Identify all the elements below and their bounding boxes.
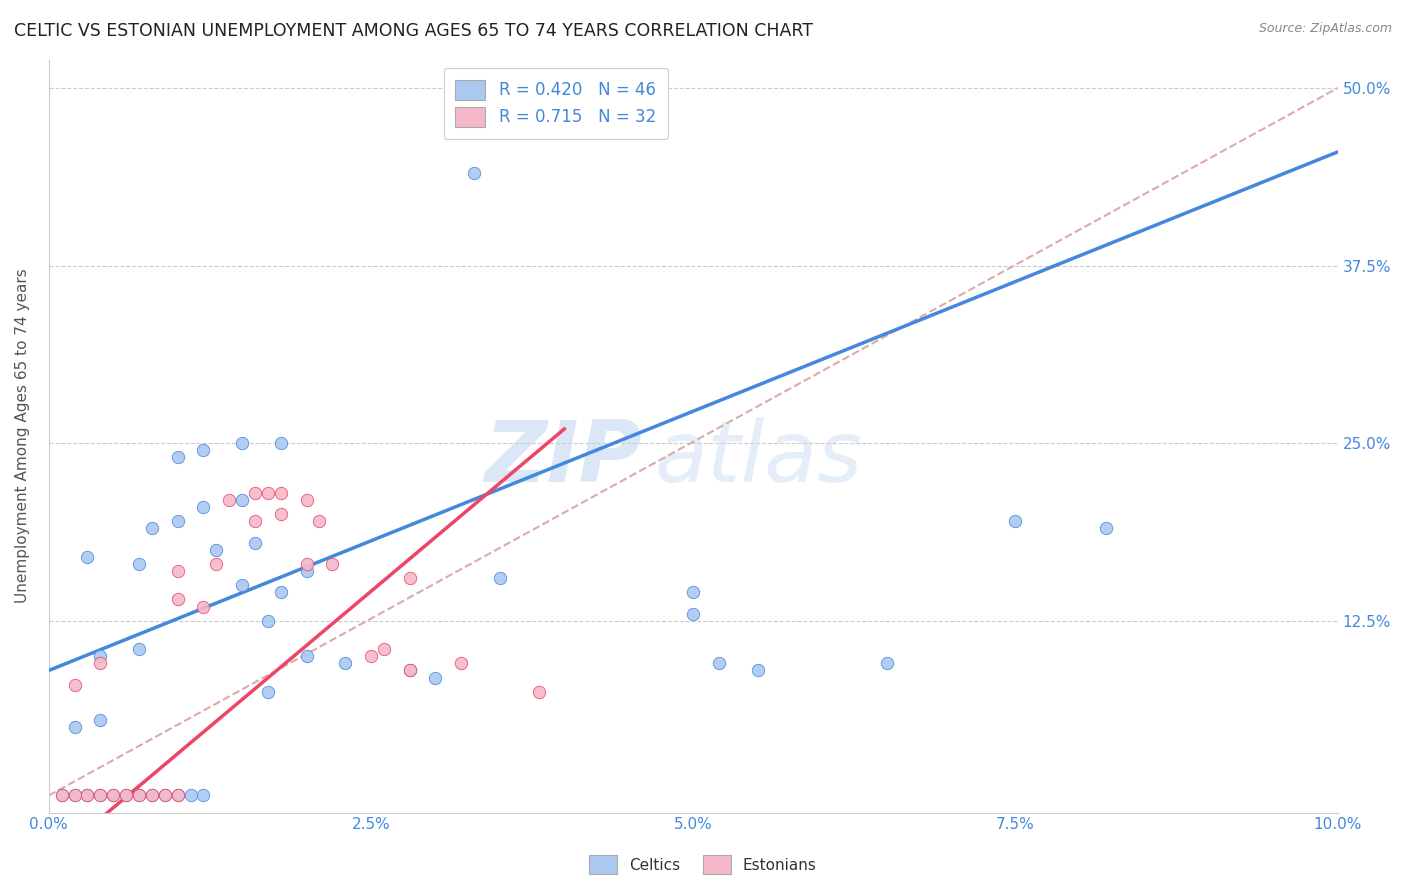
Point: [89, 789, 111, 803]
Point: [295, 493, 318, 508]
Point: [270, 486, 292, 500]
Point: [295, 649, 318, 664]
Point: [128, 557, 150, 571]
Text: Source: ZipAtlas.com: Source: ZipAtlas.com: [1258, 22, 1392, 36]
Point: [193, 599, 215, 614]
Point: [128, 789, 150, 803]
Point: [115, 789, 138, 803]
Point: [193, 443, 215, 458]
Point: [103, 789, 125, 803]
Point: [115, 789, 138, 803]
Point: [1004, 514, 1026, 528]
Point: [231, 493, 253, 508]
Point: [876, 657, 898, 671]
Point: [51, 789, 73, 803]
Point: [270, 436, 292, 450]
Y-axis label: Unemployment Among Ages 65 to 74 years: Unemployment Among Ages 65 to 74 years: [15, 268, 30, 604]
Point: [153, 789, 176, 803]
Point: [63, 678, 86, 692]
Point: [257, 614, 280, 628]
Legend: R = 0.420   N = 46, R = 0.715   N = 32: R = 0.420 N = 46, R = 0.715 N = 32: [444, 68, 668, 138]
Point: [166, 514, 188, 528]
Point: [51, 789, 73, 803]
Point: [425, 671, 447, 685]
Point: [682, 585, 704, 599]
Point: [193, 789, 215, 803]
Point: [103, 789, 125, 803]
Point: [89, 713, 111, 727]
Point: [243, 535, 266, 549]
Point: [166, 564, 188, 578]
Point: [308, 514, 330, 528]
Point: [128, 789, 150, 803]
Point: [527, 685, 550, 699]
Point: [141, 789, 163, 803]
Point: [360, 649, 382, 664]
Point: [707, 657, 730, 671]
Point: [205, 542, 228, 557]
Point: [218, 493, 240, 508]
Point: [1094, 521, 1116, 535]
Point: [231, 578, 253, 592]
Point: [89, 657, 111, 671]
Point: [141, 789, 163, 803]
Point: [398, 664, 420, 678]
Point: [166, 789, 188, 803]
Point: [193, 500, 215, 514]
Point: [335, 657, 357, 671]
Point: [747, 664, 769, 678]
Point: [76, 549, 98, 564]
Point: [270, 585, 292, 599]
Point: [89, 789, 111, 803]
Point: [398, 664, 420, 678]
Point: [270, 507, 292, 521]
Point: [373, 642, 395, 657]
Point: [682, 607, 704, 621]
Point: [231, 436, 253, 450]
Point: [180, 789, 202, 803]
Point: [76, 789, 98, 803]
Point: [63, 720, 86, 734]
Point: [243, 514, 266, 528]
Point: [63, 789, 86, 803]
Point: [141, 521, 163, 535]
Text: CELTIC VS ESTONIAN UNEMPLOYMENT AMONG AGES 65 TO 74 YEARS CORRELATION CHART: CELTIC VS ESTONIAN UNEMPLOYMENT AMONG AG…: [14, 22, 813, 40]
Point: [489, 571, 512, 585]
Point: [243, 486, 266, 500]
Point: [76, 789, 98, 803]
Legend: Celtics, Estonians: Celtics, Estonians: [583, 849, 823, 880]
Point: [295, 564, 318, 578]
Point: [63, 789, 86, 803]
Point: [463, 166, 485, 180]
Point: [166, 592, 188, 607]
Point: [257, 685, 280, 699]
Point: [257, 486, 280, 500]
Point: [153, 789, 176, 803]
Point: [450, 657, 472, 671]
Point: [398, 571, 420, 585]
Point: [295, 557, 318, 571]
Point: [166, 450, 188, 465]
Text: ZIP: ZIP: [484, 417, 641, 500]
Point: [166, 789, 188, 803]
Point: [321, 557, 343, 571]
Point: [205, 557, 228, 571]
Point: [89, 649, 111, 664]
Point: [128, 642, 150, 657]
Text: atlas: atlas: [655, 417, 862, 500]
